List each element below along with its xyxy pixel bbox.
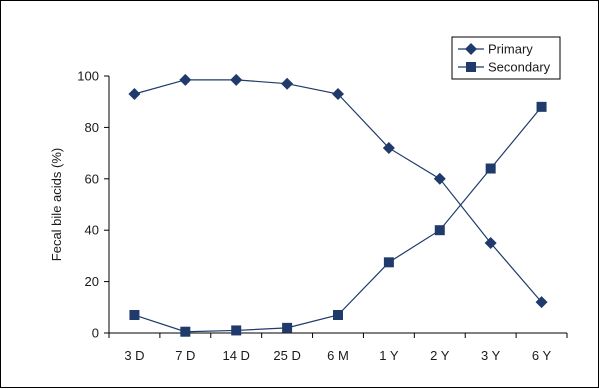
- x-tick-label: 14 D: [222, 348, 249, 363]
- x-tick-label: 6 Y: [532, 348, 552, 363]
- legend-marker-secondary: [466, 62, 476, 72]
- series-line-secondary: [134, 106, 543, 333]
- data-point-primary: [484, 237, 497, 250]
- series-line-primary: [134, 79, 543, 303]
- y-tick-label: 20: [85, 274, 99, 289]
- x-tick-label: 7 D: [175, 348, 195, 363]
- x-tick-label: 3 D: [124, 348, 144, 363]
- data-point-primary: [179, 73, 192, 86]
- legend-label-primary: Primary: [488, 42, 533, 57]
- legend-label-secondary: Secondary: [488, 60, 551, 75]
- legend-marker-primary: [465, 43, 477, 55]
- y-tick-label: 100: [77, 69, 99, 84]
- data-point-primary: [281, 77, 294, 90]
- x-tick-label: 2 Y: [430, 348, 450, 363]
- x-tick-label: 1 Y: [379, 348, 399, 363]
- x-tick-label: 25 D: [273, 348, 300, 363]
- data-point-secondary: [536, 101, 547, 112]
- data-point-primary: [433, 172, 446, 185]
- y-tick-label: 40: [85, 223, 99, 238]
- data-point-primary: [230, 73, 243, 86]
- y-tick-label: 80: [85, 120, 99, 135]
- data-point-secondary: [383, 257, 394, 268]
- data-point-secondary: [180, 326, 191, 337]
- y-axis-title: Fecal bile acids (%): [49, 148, 64, 261]
- x-tick-label: 3 Y: [481, 348, 501, 363]
- data-point-secondary: [231, 325, 242, 336]
- data-point-primary: [332, 87, 344, 100]
- data-point-secondary: [129, 310, 140, 321]
- y-tick-label: 0: [92, 326, 99, 341]
- data-point-primary: [128, 87, 141, 100]
- data-point-secondary: [434, 225, 445, 236]
- data-point-secondary: [282, 322, 293, 333]
- data-point-secondary: [333, 310, 343, 321]
- data-point-secondary: [485, 163, 496, 174]
- legend: Primary Secondary: [451, 36, 561, 80]
- x-ticks: 3 D 7 D 14 D 25 D 6 M 1 Y 2 Y 3 Y 6 Y: [108, 333, 568, 363]
- series-layer: [128, 73, 548, 337]
- x-tick-label: 6 M: [327, 348, 349, 363]
- data-point-primary: [382, 141, 395, 154]
- y-ticks: 0 20 40 60 80 100: [77, 69, 109, 341]
- data-point-primary: [535, 296, 548, 309]
- axes: [108, 76, 567, 334]
- y-tick-label: 60: [85, 171, 99, 186]
